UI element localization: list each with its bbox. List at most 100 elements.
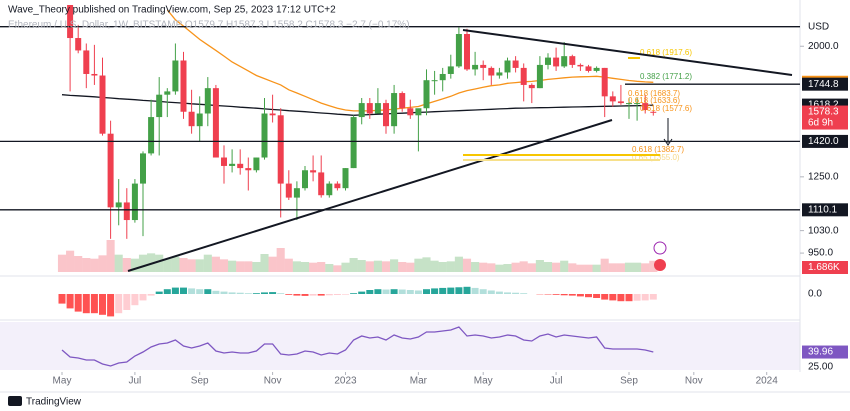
volume-bar [357,260,366,272]
macd-bar [398,289,406,294]
macd-bar [414,290,422,294]
volume-bar [244,261,253,272]
candle-body [358,103,365,118]
volume-bar [576,264,585,272]
candle-body [455,34,462,67]
event-icon [653,241,667,255]
macd-tick-label: 0.0 [808,289,822,300]
candle-body [536,64,543,89]
volume-bar [624,262,634,272]
candle-body [293,188,300,198]
macd-bar [423,289,430,294]
candle-body [439,73,446,81]
macd-bar [236,292,244,294]
x-tick-label: May [474,376,493,387]
candle-body [528,84,535,89]
macd-bar [74,294,82,312]
volume-bar [90,258,99,272]
price-tag [802,203,848,217]
volume-bar [171,256,180,272]
countdown: 6d 9h [808,118,833,129]
macd-bar [188,288,196,294]
candle-body [601,67,608,97]
volume-bar [82,258,91,272]
candle-body [285,183,292,198]
candle-body [180,60,187,112]
volume-bar [390,259,399,272]
macd-bar [625,294,633,302]
macd-bar [342,294,349,295]
candle-body [123,202,130,221]
plot: 2000.01250.01030.0950.01756.81744.81618.… [0,5,848,387]
candle-body [480,64,487,68]
volume-bar [552,262,561,272]
volume-bar [74,256,83,272]
candle-body [310,170,317,173]
y-tick-label: 950.0 [808,248,833,259]
price-tag-label: 1420.0 [808,136,839,147]
volume-bar [333,265,342,272]
rsi-line [61,326,654,367]
price-tag-label: 1744.8 [808,79,839,90]
volume-bar [292,261,301,272]
y-tick-label: 1250.0 [808,171,839,182]
macd-bar [366,290,374,294]
macd-bar [333,294,341,295]
volume-bar [446,261,455,272]
annotation: 0.618 (1683.7) [628,89,680,98]
macd-bar [131,294,139,306]
candle-body [140,153,146,184]
volume-bar [236,261,245,272]
volume-bar [422,257,431,272]
volume-bar [479,262,488,272]
candle-body [326,183,333,196]
candle-body [196,113,203,127]
macd-bar [293,294,301,296]
volume-bar [349,258,358,272]
macd-bar [609,294,617,301]
macd-bar [463,286,471,294]
candle-body [188,111,195,127]
volume-bar [608,263,617,272]
macd-bar [520,293,528,294]
candle-body [245,168,252,171]
trendline [127,119,613,272]
macd-bar [180,287,187,294]
volume-bar [268,256,277,272]
volume-bar [252,262,261,272]
volume-bar [211,256,220,272]
volume-bar [106,240,115,272]
volume-tag-label: 1.686K [808,262,840,273]
macd-bar [139,294,147,301]
volume-bar [592,264,601,272]
volume-bar [568,263,577,272]
volume-bar [495,264,504,272]
candle-body [569,56,576,65]
macd-bar [406,290,414,294]
volume-bar [584,264,593,272]
macd-bar [504,292,511,294]
candle-body [472,64,479,70]
macd-bar [123,294,131,310]
volume-bar [511,262,520,272]
macd-bar [593,294,601,298]
price-tag-label: 1110.1 [808,204,838,215]
macd-bar [601,294,609,300]
x-tick-label: May [53,376,72,387]
macd-bar [309,294,317,296]
event-icon [654,259,666,271]
volume-bar [325,264,334,272]
macd-bar [261,292,268,294]
volume-bar [398,262,407,272]
candle-body [277,115,284,184]
candle-body [407,108,414,116]
volume-bar [641,263,650,272]
macd-bar [487,290,495,294]
candle-body [593,67,600,71]
candle-body [504,60,511,73]
macd-bar [374,289,382,294]
candle-body [520,67,527,85]
volume-bar [560,260,569,272]
macd-bar [196,289,204,294]
